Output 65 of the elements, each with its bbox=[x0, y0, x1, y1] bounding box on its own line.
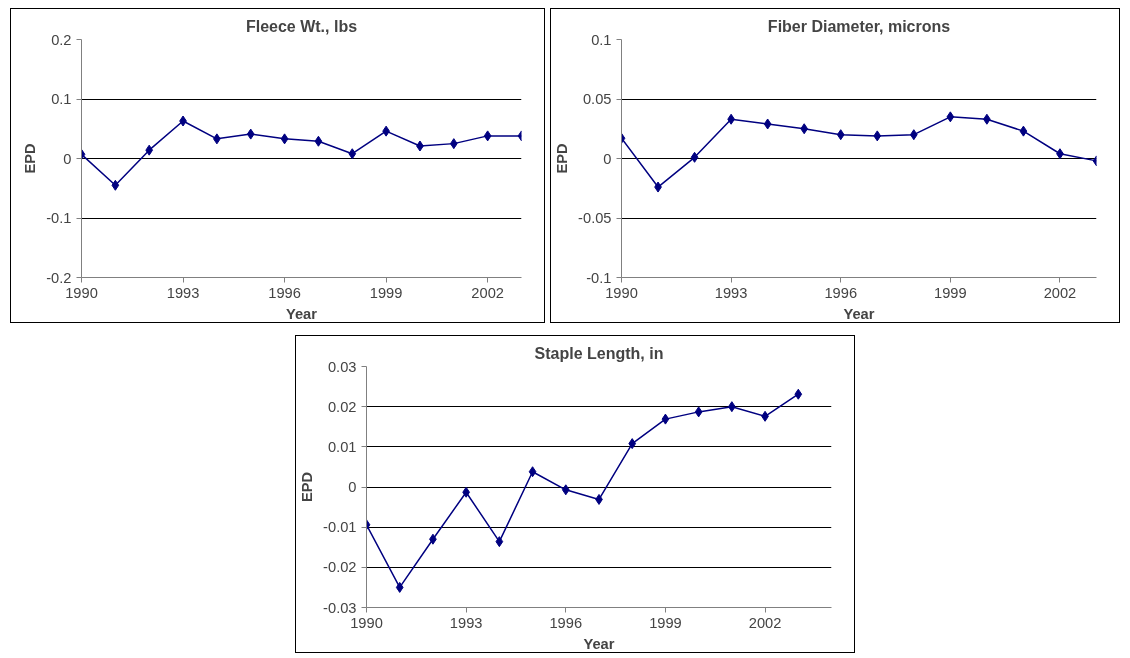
point bbox=[348, 148, 357, 160]
y-tick-label: 0.03 bbox=[327, 358, 357, 375]
x-axis-title: Year bbox=[583, 635, 615, 652]
y-axis-title: EPD bbox=[554, 143, 571, 174]
chart-title: Fleece Wt., lbs bbox=[245, 17, 358, 35]
point bbox=[661, 413, 670, 425]
x-tick-label: 1993 bbox=[449, 614, 483, 631]
x-tick-label: 1990 bbox=[65, 284, 98, 301]
point bbox=[483, 130, 492, 142]
point bbox=[528, 466, 537, 478]
y-tick-label: 0 bbox=[603, 150, 612, 167]
x-tick-label: 1990 bbox=[605, 284, 638, 301]
y-tick-label: -0.01 bbox=[323, 519, 357, 536]
point bbox=[690, 151, 699, 163]
point bbox=[836, 129, 845, 141]
point bbox=[628, 438, 637, 450]
point bbox=[763, 118, 772, 130]
x-tick-label: 1999 bbox=[369, 284, 403, 301]
y-tick-label: 0.1 bbox=[591, 31, 612, 48]
point bbox=[111, 179, 120, 191]
x-tick-label: 1996 bbox=[549, 614, 583, 631]
point bbox=[794, 388, 803, 400]
point bbox=[280, 133, 289, 145]
y-tick-label: -0.1 bbox=[46, 210, 72, 226]
y-tick-label: -0.03 bbox=[323, 599, 357, 616]
y-tick-label: 0.02 bbox=[327, 398, 357, 415]
y-tick-label: -0.05 bbox=[578, 210, 612, 226]
x-tick-label: 1999 bbox=[934, 284, 967, 301]
x-tick-label: 2002 bbox=[1043, 284, 1077, 301]
x-tick-label: 1993 bbox=[714, 284, 748, 301]
point bbox=[395, 581, 404, 593]
point bbox=[314, 135, 323, 147]
y-tick-label: -0.1 bbox=[586, 269, 612, 286]
chart-title: Fiber Diameter, microns bbox=[767, 17, 951, 35]
point bbox=[800, 123, 809, 135]
x-tick-label: 1996 bbox=[268, 284, 301, 301]
y-tick-label: 0.05 bbox=[582, 91, 612, 107]
y-tick-label: -0.2 bbox=[46, 269, 72, 286]
y-tick-label: 0.01 bbox=[327, 438, 357, 455]
y-tick-label: -0.02 bbox=[323, 559, 357, 576]
y-axis-title: EPD bbox=[299, 471, 316, 503]
y-tick-label: 0 bbox=[348, 479, 357, 495]
y-tick-label: 0.1 bbox=[51, 91, 72, 107]
y-tick-label: 0 bbox=[63, 150, 72, 167]
point bbox=[909, 129, 918, 141]
x-axis-title: Year bbox=[843, 305, 875, 322]
x-tick-label: 1996 bbox=[824, 284, 858, 301]
x-axis-title: Year bbox=[286, 305, 318, 322]
point bbox=[495, 536, 504, 548]
point bbox=[145, 144, 154, 156]
point bbox=[873, 130, 882, 142]
y-axis-title: EPD bbox=[22, 143, 39, 174]
point bbox=[246, 128, 255, 140]
point bbox=[1019, 125, 1028, 137]
chart-title: Staple Length, in bbox=[534, 344, 664, 362]
x-tick-label: 2002 bbox=[471, 284, 504, 301]
point bbox=[946, 111, 955, 123]
y-tick-label: 0.2 bbox=[51, 31, 72, 48]
x-tick-label: 1993 bbox=[166, 284, 200, 301]
point bbox=[694, 406, 703, 418]
x-tick-label: 1999 bbox=[649, 614, 682, 631]
point bbox=[561, 484, 570, 496]
point bbox=[449, 138, 458, 150]
x-tick-label: 1990 bbox=[350, 614, 383, 631]
x-tick-label: 2002 bbox=[748, 614, 782, 631]
